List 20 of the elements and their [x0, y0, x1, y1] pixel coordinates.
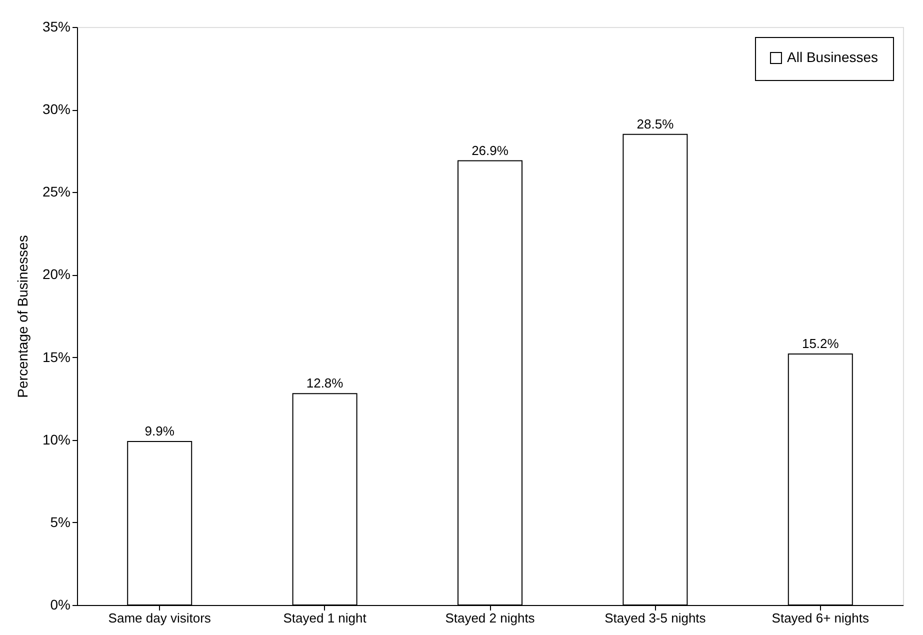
y-axis-title: Percentage of Businesses	[14, 235, 30, 398]
y-tick-label: 30%	[42, 101, 70, 118]
data-label: 26.9%	[472, 142, 509, 158]
y-tick-label: 25%	[42, 184, 70, 200]
y-tick-label: 5%	[50, 514, 70, 530]
y-tick-label: 15%	[42, 348, 70, 365]
y-tick-label: 35%	[42, 18, 70, 34]
x-tick-label: Stayed 3-5 nights	[604, 610, 706, 626]
legend-label: All Businesses	[787, 49, 878, 65]
x-tick-label: Stayed 1 night	[283, 610, 367, 626]
data-label: 9.9%	[144, 424, 175, 439]
data-label: 28.5%	[636, 116, 674, 132]
y-tick-label: 10%	[42, 431, 70, 448]
y-tick-label: 0%	[50, 596, 70, 612]
y-tick-label: 20%	[42, 266, 70, 282]
x-tick-label: Same day visitors	[108, 610, 212, 626]
data-label: 12.8%	[306, 376, 344, 391]
x-tick-label: Stayed 2 nights	[445, 610, 536, 626]
data-label: 15.2%	[802, 336, 840, 351]
x-tick-label: Stayed 6+ nights	[772, 610, 870, 626]
